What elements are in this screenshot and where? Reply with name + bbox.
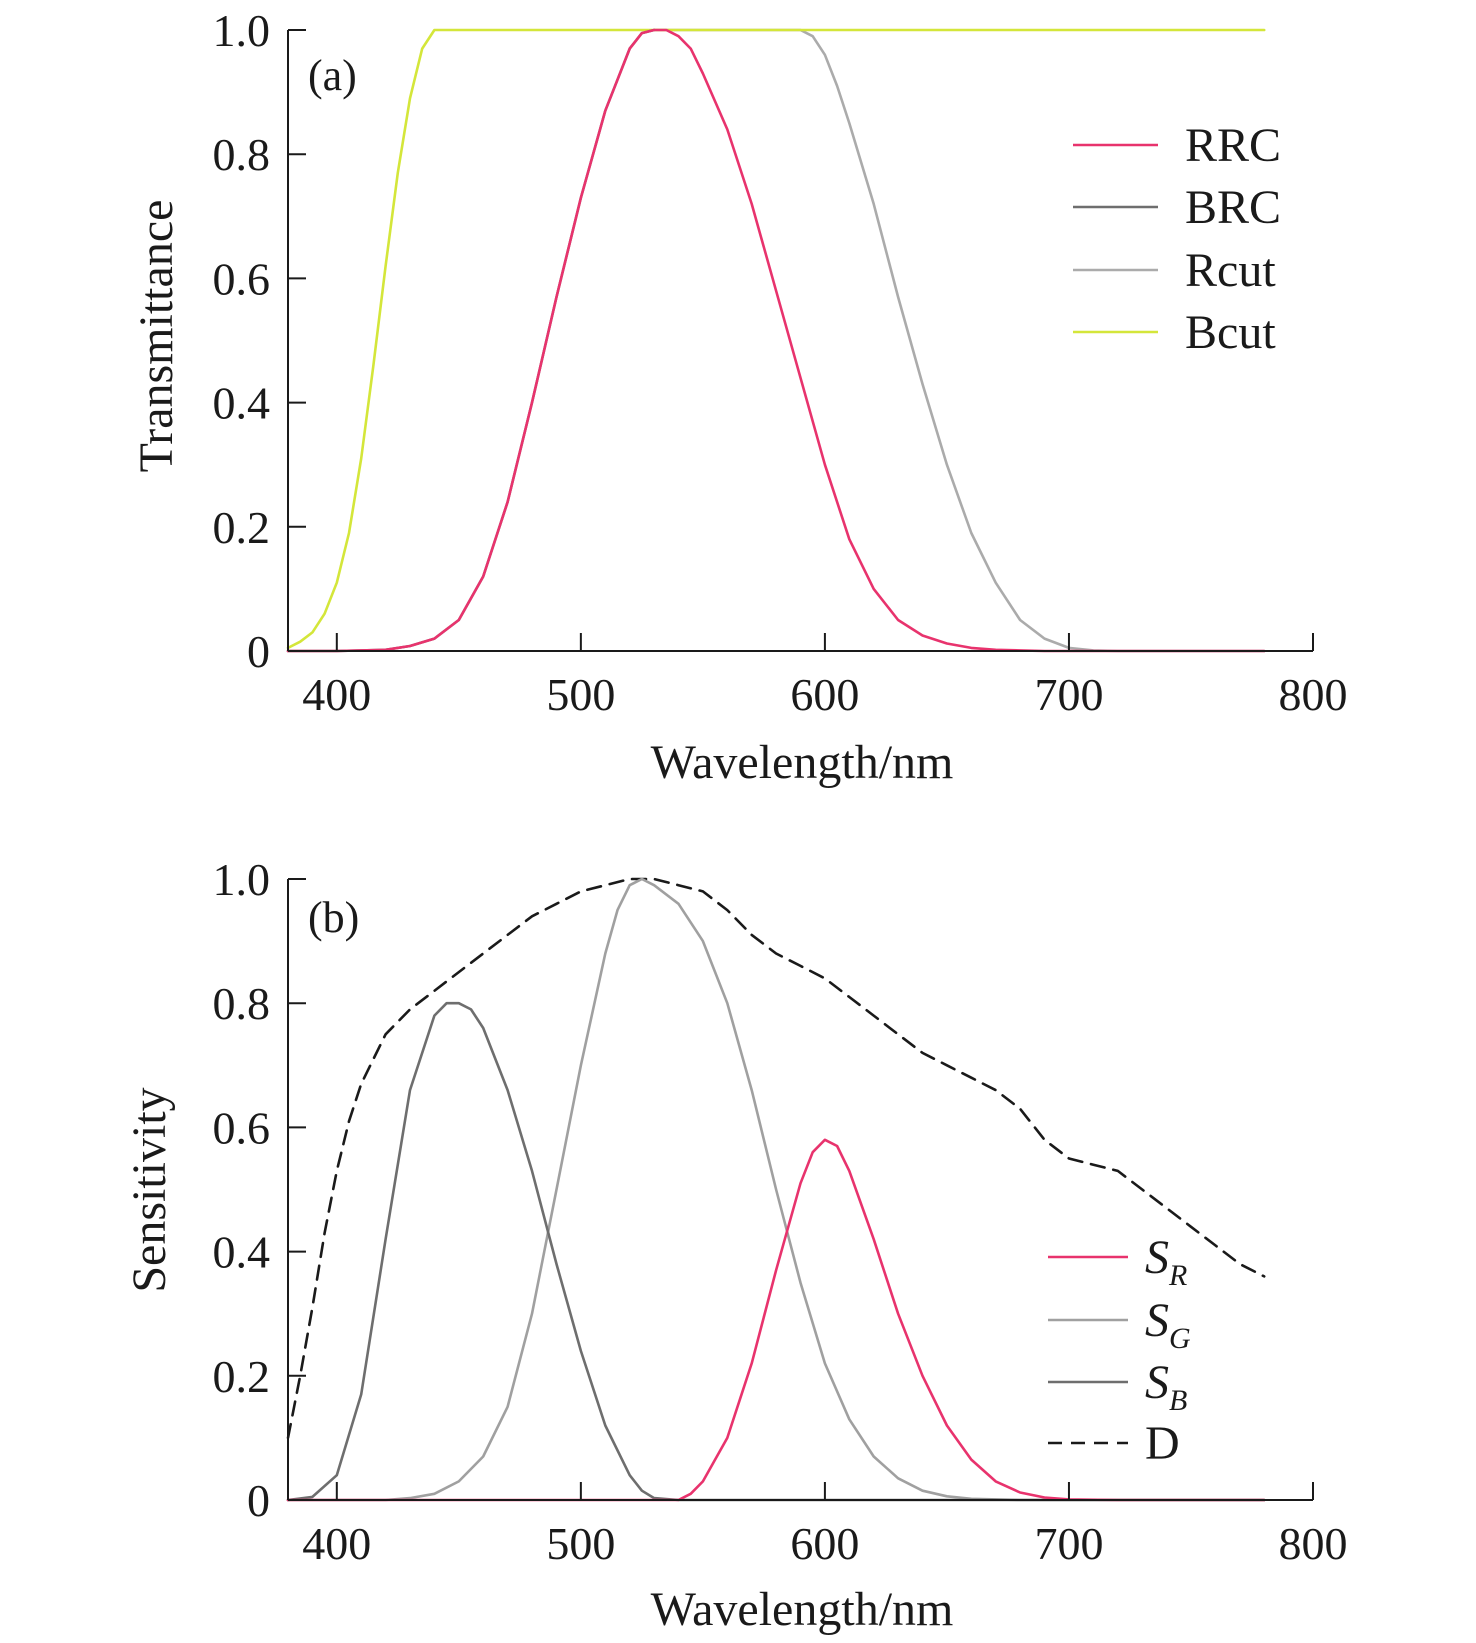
panel-b: (b) Sensitivity Wavelength/nm 400 500 600 7… bbox=[123, 854, 1348, 1636]
legend-item-sr: SR bbox=[1048, 1231, 1187, 1292]
panel-a-y-tick-label: 0 bbox=[247, 626, 270, 677]
panel-a-label: (a) bbox=[308, 51, 357, 100]
panel-b-y-tick-label: 0.4 bbox=[213, 1227, 271, 1278]
panel-b-x-tick-label: 700 bbox=[1034, 1518, 1103, 1569]
panel-a-x-tick-label: 500 bbox=[546, 669, 615, 720]
legend-sb-sub: B bbox=[1169, 1384, 1187, 1417]
panel-b-x-axis-title: Wavelength/nm bbox=[651, 1583, 954, 1636]
panel-b-x-tick-label: 800 bbox=[1279, 1518, 1348, 1569]
panel-a-y-axis-title: Transmittance bbox=[130, 200, 183, 473]
panel-a-series-rcut-line bbox=[652, 28, 1266, 653]
panel-a-plot-area bbox=[286, 28, 1266, 653]
legend-sg-main: S bbox=[1145, 1294, 1169, 1347]
panel-b-y-tick-label: 0.8 bbox=[213, 978, 271, 1029]
panel-a-axes: 400 500 600 700 800 0 0.2 0.4 0.6 0.8 1.0 bbox=[213, 5, 1348, 720]
legend-item-rcut: Rcut bbox=[1073, 244, 1276, 297]
legend-label-bcut: Bcut bbox=[1185, 306, 1276, 359]
panel-b-y-tick-label: 0.2 bbox=[213, 1351, 271, 1402]
legend-sr-main: S bbox=[1145, 1231, 1169, 1284]
legend-item-bcut: Bcut bbox=[1073, 306, 1276, 359]
panel-b-label: (b) bbox=[308, 893, 359, 942]
panel-b-legend: SR SG SB D bbox=[1048, 1231, 1191, 1470]
panel-b-x-tick-label: 400 bbox=[302, 1518, 371, 1569]
panel-a-legend: RRC BRC Rcut Bcut bbox=[1073, 119, 1281, 359]
panel-a-y-tick-label: 0.2 bbox=[213, 502, 271, 553]
legend-label-sr: SR bbox=[1145, 1231, 1187, 1292]
panel-a-y-tick-label: 0.6 bbox=[213, 253, 271, 304]
legend-item-d: D bbox=[1048, 1417, 1180, 1470]
legend-label-sg: SG bbox=[1145, 1294, 1191, 1355]
panel-b-series-d-line bbox=[286, 877, 1266, 1440]
panel-b-y-tick-label: 0.6 bbox=[213, 1102, 271, 1153]
panel-b-series-sr-line bbox=[286, 1138, 1266, 1502]
panel-a-x-axis-title: Wavelength/nm bbox=[651, 736, 954, 789]
panel-a-x-tick-label: 600 bbox=[790, 669, 859, 720]
legend-sg-sub: G bbox=[1169, 1322, 1191, 1355]
panel-b-y-tick-label: 1.0 bbox=[213, 854, 271, 905]
legend-sb-main: S bbox=[1145, 1356, 1169, 1409]
panel-b-series-sb-line bbox=[286, 1001, 1266, 1502]
panel-a-y-tick-label: 0.8 bbox=[213, 129, 271, 180]
panel-b-axes: 400 500 600 700 800 0 0.2 0.4 0.6 0.8 1.0 bbox=[213, 854, 1348, 1569]
legend-label-rcut: Rcut bbox=[1185, 244, 1276, 297]
panel-b-x-tick-label: 600 bbox=[790, 1518, 859, 1569]
panel-b-y-tick-label: 0 bbox=[247, 1475, 270, 1526]
panel-a-x-tick-label: 700 bbox=[1034, 669, 1103, 720]
legend-item-rrc: RRC bbox=[1073, 119, 1281, 172]
panel-a-x-tick-label: 400 bbox=[302, 669, 371, 720]
panel-a-y-tick-label: 0.4 bbox=[213, 378, 271, 429]
legend-label-sb: SB bbox=[1145, 1356, 1187, 1417]
panel-b-y-axis-title: Sensitivity bbox=[123, 1087, 176, 1292]
panel-a-series-rrc-line bbox=[286, 28, 1266, 653]
panel-b-plot-area bbox=[286, 877, 1266, 1502]
legend-item-brc: BRC bbox=[1073, 181, 1281, 234]
panel-a-y-tick-label: 1.0 bbox=[213, 5, 271, 56]
panel-a: (a) Transmittance Wavelength/nm 400 500 60… bbox=[130, 5, 1348, 789]
legend-sr-sub: R bbox=[1168, 1259, 1187, 1292]
legend-item-sg: SG bbox=[1048, 1294, 1191, 1355]
panel-b-series-sg-line bbox=[286, 877, 1266, 1502]
legend-label-d: D bbox=[1145, 1417, 1180, 1470]
legend-label-brc: BRC bbox=[1185, 181, 1281, 234]
legend-label-rrc: RRC bbox=[1185, 119, 1281, 172]
legend-item-sb: SB bbox=[1048, 1356, 1187, 1417]
panel-a-series-bcut-line bbox=[286, 28, 1266, 650]
panel-b-x-tick-label: 500 bbox=[546, 1518, 615, 1569]
panel-a-x-tick-label: 800 bbox=[1279, 669, 1348, 720]
